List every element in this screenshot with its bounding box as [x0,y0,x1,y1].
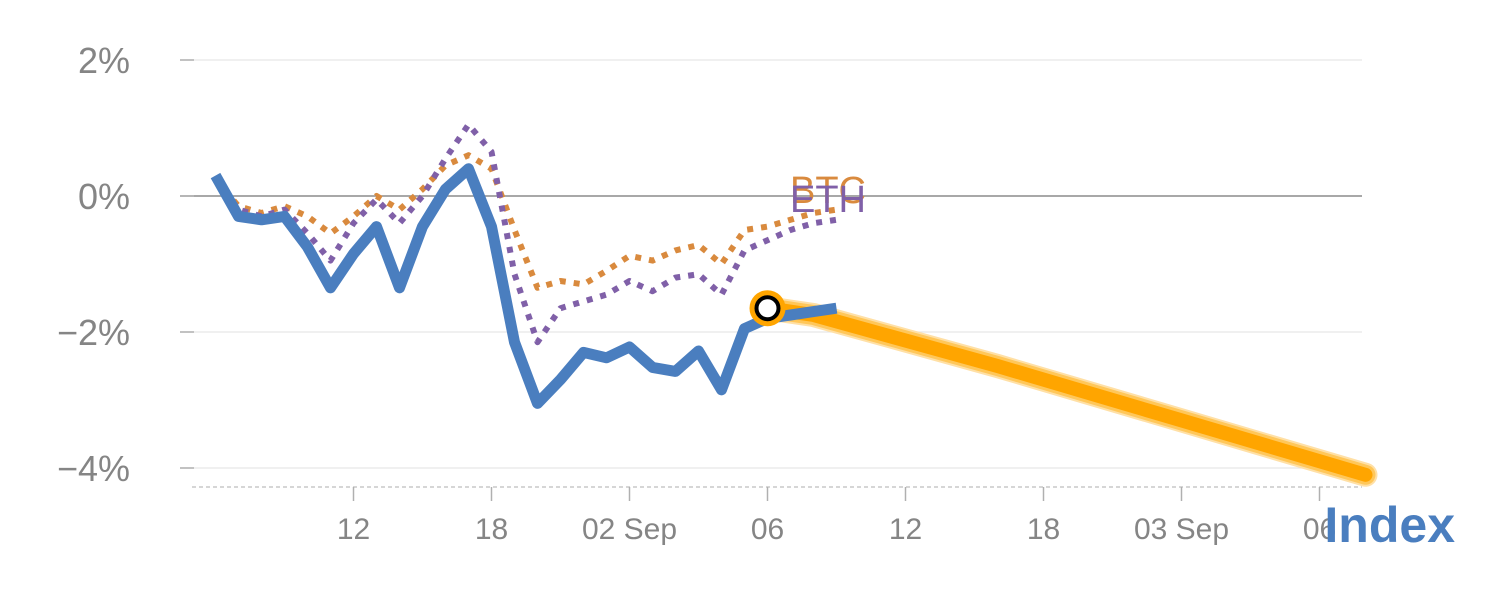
series-label-btc: BTC [790,170,866,212]
x-tick-label: 12 [337,513,370,546]
y-tick-label: 0% [78,176,130,217]
series-line-eth [213,121,837,346]
y-tick-label: −4% [57,448,130,489]
x-tick-label: 18 [1027,513,1060,546]
series-line-index [210,163,838,409]
x-tick-label: 12 [889,513,922,546]
y-tick-label: −2% [57,312,130,353]
x-tick-label: 06 [1303,513,1336,546]
series-label-eth: ETH [790,179,866,221]
x-tick-label: 06 [751,513,784,546]
x-tick-label: 03 Sep [1134,513,1229,546]
series-label-index: Index [1324,497,1455,553]
series-line-btc [213,152,837,291]
marker-point [754,295,781,322]
x-tick-label: 02 Sep [582,513,677,546]
forecast-band-line [760,301,1373,482]
x-tick-label: 18 [475,513,508,546]
y-tick-label: 2% [78,40,130,81]
